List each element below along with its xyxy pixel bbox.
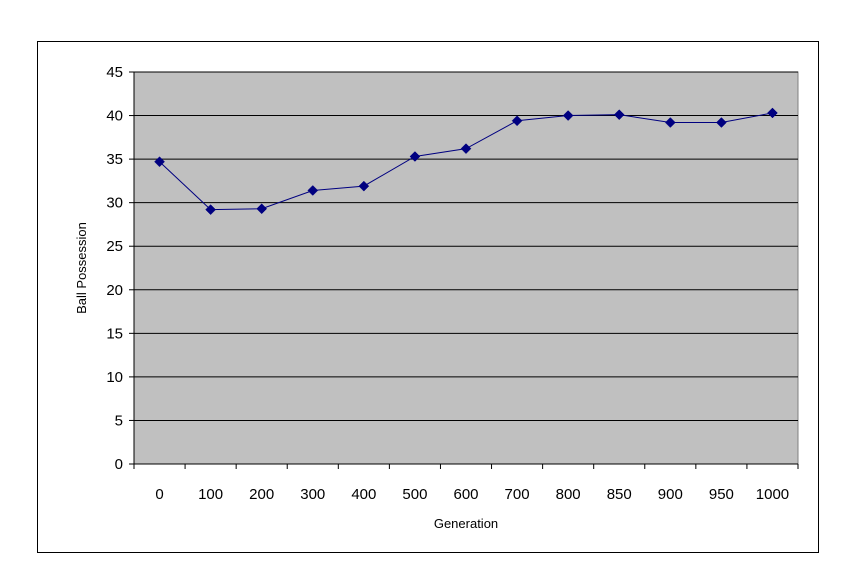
x-tick-label: 850	[607, 486, 632, 503]
y-tick-label: 45	[106, 64, 123, 81]
x-axis-ticks: 0 100 200 300 400 500 600 700 800 850 900 950 1000	[133, 463, 799, 503]
y-tick-label: 40	[106, 108, 123, 125]
data-point	[256, 203, 268, 215]
data-point	[716, 117, 727, 128]
y-tick-label: 0	[115, 456, 123, 473]
x-tick-label: 500	[402, 486, 427, 503]
data-point	[307, 185, 319, 196]
x-tick-label: 100	[198, 486, 223, 503]
data-point	[409, 151, 421, 162]
y-tick-label: 5	[115, 412, 123, 429]
x-tick-label: 950	[709, 486, 734, 503]
data-point	[205, 204, 216, 215]
x-tick-label: 0	[155, 486, 163, 503]
plot-area	[133, 71, 799, 465]
x-tick-label: 400	[351, 486, 376, 503]
data-point	[562, 110, 574, 121]
data-point	[358, 180, 370, 192]
y-tick-label: 25	[106, 238, 123, 255]
x-tick-label: 800	[556, 486, 581, 503]
data-point	[460, 143, 472, 155]
x-tick-label: 700	[505, 486, 530, 503]
data-point	[664, 117, 676, 128]
y-tick-label: 20	[106, 282, 123, 299]
y-tick-label: 15	[106, 325, 123, 342]
series-layer	[154, 107, 778, 215]
y-tick-label: 35	[106, 151, 123, 168]
x-axis-title: Generation	[434, 516, 498, 531]
x-tick-label: 600	[453, 486, 478, 503]
data-point	[767, 107, 778, 119]
x-tick-label: 900	[658, 486, 683, 503]
x-tick-label: 200	[249, 486, 274, 503]
x-tick-label: 300	[300, 486, 325, 503]
y-tick-label: 10	[106, 369, 123, 386]
data-point	[613, 109, 625, 121]
data-point	[154, 156, 165, 168]
data-point	[511, 115, 523, 127]
x-tick-label: 1000	[756, 486, 789, 503]
y-axis-title: Ball Possession	[74, 222, 89, 314]
y-tick-label: 30	[106, 195, 123, 212]
y-axis-ticks: 0 5 10 15 20 25 30 35 40 45	[106, 64, 135, 473]
